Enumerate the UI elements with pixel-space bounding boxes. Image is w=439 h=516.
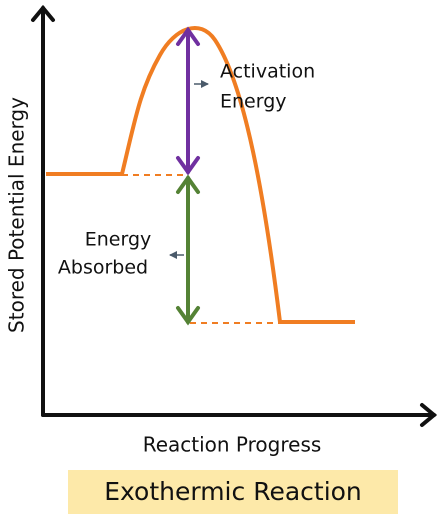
activation-label: Energy — [220, 91, 287, 113]
title-box — [68, 470, 398, 514]
x-axis-arrow — [420, 403, 438, 427]
absorbed-label: Energy — [85, 229, 152, 251]
y-axis-arrow — [31, 4, 55, 22]
activation-arrow — [176, 26, 200, 176]
axes — [31, 4, 438, 427]
absorbed-label: Absorbed — [58, 257, 148, 279]
energy-curve — [46, 26, 355, 324]
title: Exothermic Reaction — [104, 477, 362, 506]
x-axis-label: Reaction Progress — [143, 433, 322, 457]
y-axis-label: Stored Potential Energy — [5, 97, 29, 333]
activation-label: Activation — [220, 61, 315, 83]
absorbed-arrow — [176, 174, 200, 326]
